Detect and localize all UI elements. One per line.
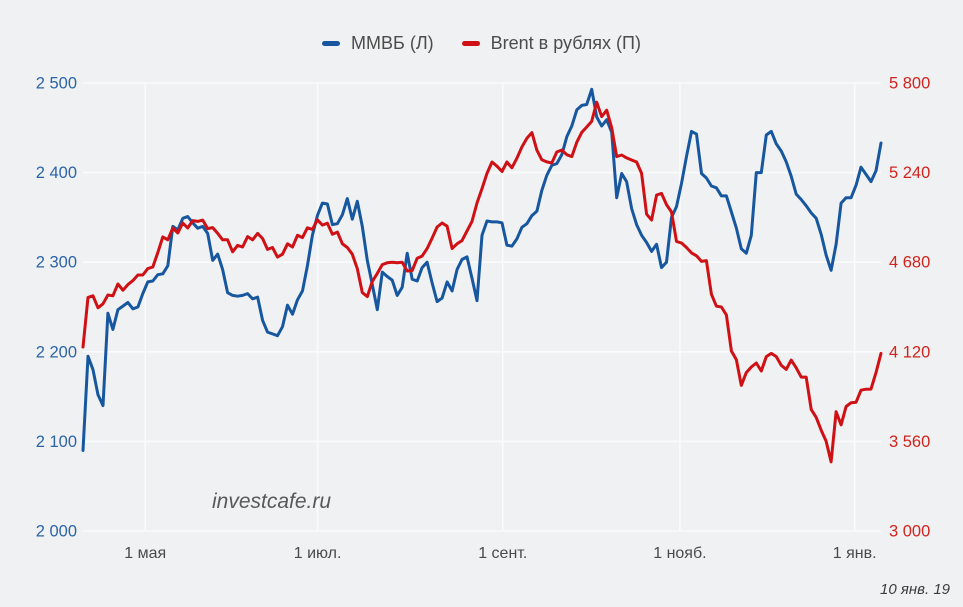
right-axis-tick-label: 4 120 bbox=[889, 343, 930, 361]
right-axis-tick-label: 3 000 bbox=[889, 523, 930, 541]
legend-label-brent: Brent в рублях (П) bbox=[490, 33, 641, 53]
legend-item-mmvb[interactable]: ММВБ (Л) bbox=[322, 33, 434, 54]
left-axis-tick-label: 2 100 bbox=[36, 433, 77, 451]
date-annotation: 10 янв. 19 bbox=[880, 581, 950, 598]
left-axis-tick-label: 2 500 bbox=[36, 75, 77, 93]
series-line-brent bbox=[81, 100, 883, 464]
mmvb-series-swatch-icon bbox=[322, 41, 341, 46]
series-line-mmvb bbox=[81, 87, 883, 452]
left-axis-tick-label: 2 300 bbox=[36, 254, 77, 272]
left-axis-tick-label: 2 000 bbox=[36, 523, 77, 541]
left-axis-tick-label: 2 400 bbox=[36, 164, 77, 182]
chart-legend: ММВБ (Л) Brent в рублях (П) bbox=[0, 33, 963, 54]
x-axis-tick-label: 1 сент. bbox=[478, 545, 527, 562]
left-axis-tick-label: 2 200 bbox=[36, 343, 77, 361]
watermark: investcafe.ru bbox=[212, 490, 332, 513]
right-axis-tick-label: 3 560 bbox=[889, 433, 930, 451]
right-axis-tick-label: 5 800 bbox=[889, 75, 930, 93]
brent-series-swatch-icon bbox=[461, 41, 480, 46]
x-axis-tick-label: 1 мая bbox=[124, 545, 166, 562]
right-axis-tick-label: 5 240 bbox=[889, 164, 930, 182]
x-axis-tick-label: 1 янв. bbox=[833, 545, 877, 562]
x-axis-tick-label: 1 июл. bbox=[294, 545, 342, 562]
legend-label-mmvb: ММВБ (Л) bbox=[351, 33, 434, 53]
legend-item-brent[interactable]: Brent в рублях (П) bbox=[461, 33, 641, 54]
right-axis-tick-label: 4 680 bbox=[889, 254, 930, 272]
x-axis-tick-label: 1 нояб. bbox=[653, 545, 706, 562]
